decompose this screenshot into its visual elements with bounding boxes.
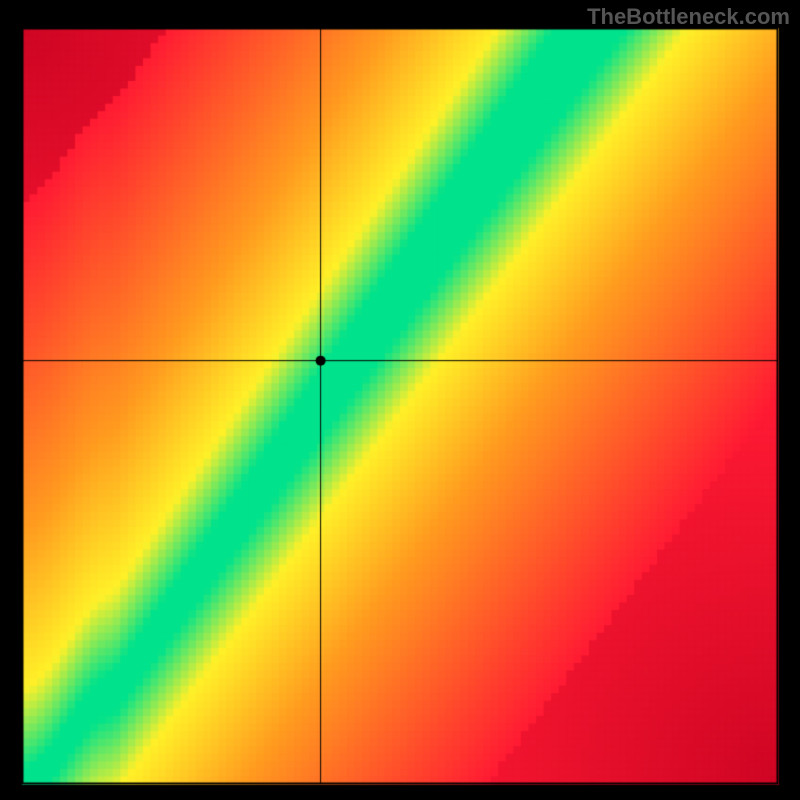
chart-container: TheBottleneck.com <box>0 0 800 800</box>
bottleneck-heatmap <box>0 0 800 800</box>
attribution-label: TheBottleneck.com <box>587 4 790 30</box>
